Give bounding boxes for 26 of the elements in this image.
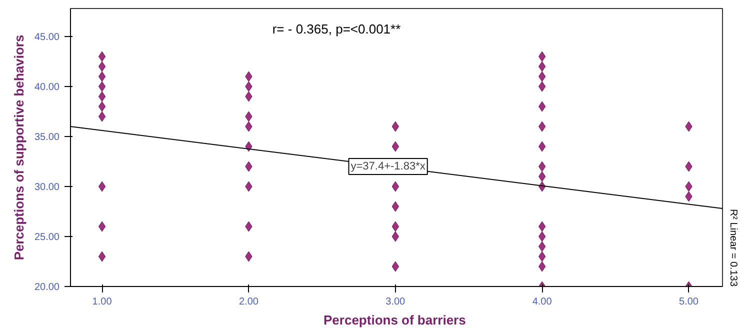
text: R² Linear = 0.133: [728, 208, 738, 287]
point: [98, 251, 106, 262]
point: [98, 221, 106, 232]
y-tick-label: 25.00: [34, 232, 60, 243]
x-tick-label: 3.00: [386, 296, 406, 308]
y-tick-label: 30.00: [34, 182, 60, 193]
y-axis-title: Perceptions of supportive behaviors: [11, 34, 26, 260]
annotation: y=37.4+-1.83*x: [350, 160, 426, 172]
text: r= - 0.365, p=<0.001**: [272, 22, 401, 36]
point: [98, 71, 106, 82]
y-tick-label: 20.00: [34, 282, 60, 293]
y-tick-label: 40.00: [34, 82, 60, 93]
x-tick-label: 2.00: [238, 296, 259, 308]
point: [98, 181, 106, 192]
y-tick-label: 45.00: [34, 32, 60, 43]
x-tick-label: 5.00: [679, 296, 699, 308]
point: [98, 101, 106, 112]
x-tick-label: 4.00: [532, 296, 552, 308]
point: [98, 81, 106, 92]
point: [98, 91, 106, 102]
point: [98, 61, 106, 72]
x-tick-label: 1.00: [92, 296, 112, 308]
point: [98, 51, 106, 62]
y-tick-label: 35.00: [34, 132, 60, 143]
point: [98, 111, 106, 122]
x-axis-title: Perceptions of barriers: [324, 312, 466, 328]
